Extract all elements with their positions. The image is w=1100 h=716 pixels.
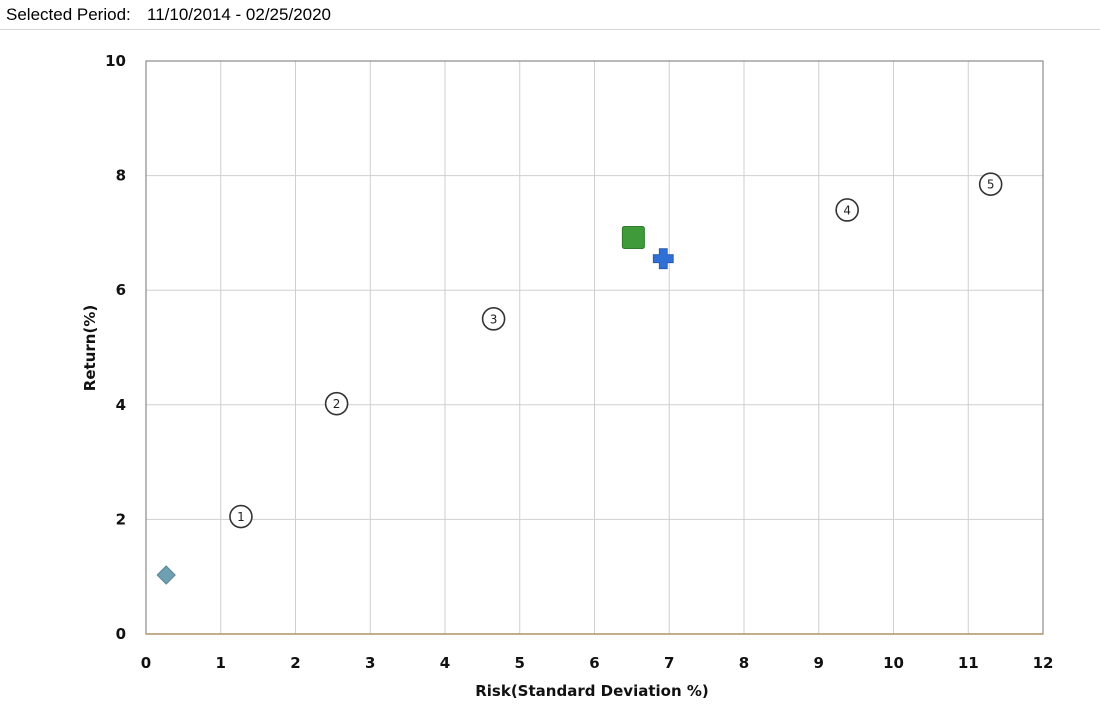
x-tick-label: 5 [515, 654, 525, 672]
y-tick-label: 10 [105, 52, 126, 70]
point-number: 4 [843, 203, 851, 217]
numbered-point-5: 5 [978, 172, 1003, 196]
point-circle [229, 504, 253, 529]
point-circle [481, 307, 506, 331]
x-tick-label: 10 [883, 654, 904, 672]
point-number: 3 [490, 312, 498, 326]
point-circle [835, 198, 859, 222]
x-tick-label: 9 [814, 654, 824, 672]
point-number: 5 [987, 178, 995, 192]
x-tick-label: 0 [141, 654, 151, 672]
x-tick-label: 1 [216, 654, 226, 672]
numbered-point-1: 1 [229, 504, 253, 529]
x-tick-label: 11 [958, 654, 979, 672]
y-tick-label: 4 [116, 396, 126, 414]
selected-period-value: 11/10/2014 - 02/25/2020 [147, 5, 332, 24]
x-tick-label: 7 [664, 654, 674, 672]
data-points: 1 2 3 4 5 [156, 172, 1003, 585]
diamond-point [156, 565, 176, 585]
chart-grid [145, 60, 1044, 635]
numbered-point-2: 2 [324, 391, 349, 416]
numbered-point-4: 4 [835, 198, 859, 222]
point-number: 2 [333, 397, 341, 411]
point-circle [978, 172, 1003, 196]
square-point [621, 225, 645, 249]
x-tick-label: 2 [290, 654, 300, 672]
x-tick-label: 8 [739, 654, 749, 672]
y-tick-label: 2 [116, 510, 126, 528]
y-tick-label: 6 [116, 281, 126, 299]
x-tick-label: 4 [440, 654, 450, 672]
x-tick-label: 12 [1033, 654, 1054, 672]
point-number: 1 [237, 510, 245, 524]
y-tick-label: 8 [116, 167, 126, 185]
numbered-point-3: 3 [481, 307, 506, 331]
x-axis-label: Risk(Standard Deviation %) [475, 682, 709, 700]
x-tick-label: 6 [589, 654, 599, 672]
period-header: Selected Period: 11/10/2014 - 02/25/2020 [0, 0, 1100, 30]
cross-point [652, 248, 674, 270]
y-tick-label: 0 [116, 625, 126, 643]
y-axis-label: Return(%) [81, 305, 99, 391]
selected-period-label: Selected Period: [6, 5, 131, 24]
x-tick-label: 3 [365, 654, 375, 672]
point-circle [324, 391, 349, 416]
